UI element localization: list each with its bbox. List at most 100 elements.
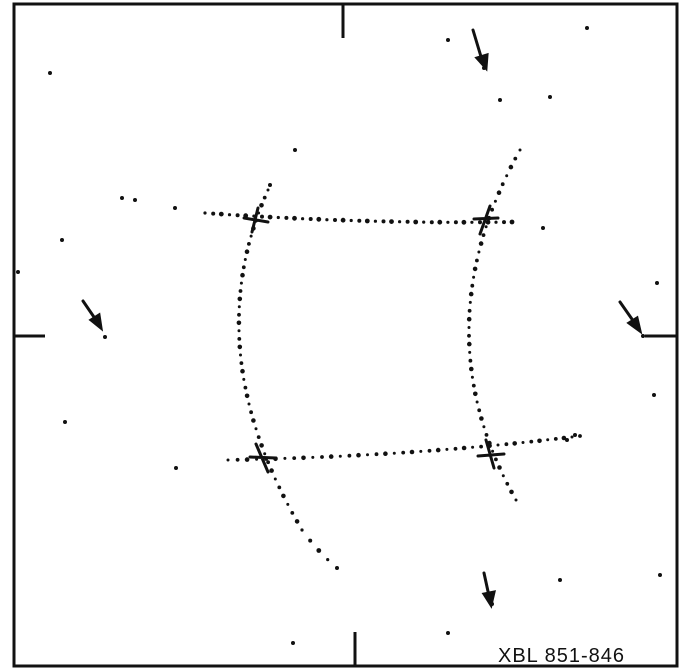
spot bbox=[428, 449, 432, 453]
spot bbox=[446, 38, 450, 42]
spot bbox=[505, 174, 508, 177]
spot bbox=[479, 241, 484, 246]
spot bbox=[243, 213, 248, 218]
spot bbox=[436, 448, 441, 453]
spot bbox=[454, 447, 458, 451]
spot bbox=[482, 233, 486, 237]
spot bbox=[268, 215, 273, 220]
spot bbox=[291, 641, 295, 645]
spot bbox=[277, 486, 281, 490]
spot bbox=[454, 220, 458, 224]
spot bbox=[242, 378, 245, 381]
spot bbox=[300, 528, 303, 531]
spot bbox=[375, 452, 379, 456]
spot bbox=[240, 369, 245, 374]
spot bbox=[281, 494, 286, 499]
spot bbox=[585, 26, 589, 30]
spot bbox=[419, 450, 422, 453]
spot bbox=[469, 292, 474, 297]
spot bbox=[255, 458, 258, 461]
spot bbox=[227, 459, 230, 462]
spot bbox=[470, 221, 473, 224]
spot bbox=[486, 220, 491, 225]
spot bbox=[228, 213, 231, 216]
spot bbox=[244, 386, 248, 390]
spot bbox=[502, 474, 505, 477]
spot bbox=[263, 196, 267, 200]
spot bbox=[578, 434, 582, 438]
spot bbox=[237, 337, 241, 341]
spot bbox=[512, 441, 517, 446]
spot bbox=[565, 438, 569, 442]
spot bbox=[494, 458, 498, 462]
spot bbox=[479, 445, 483, 449]
spot bbox=[554, 437, 558, 441]
spot bbox=[548, 95, 552, 99]
spot bbox=[509, 490, 514, 495]
spot bbox=[476, 401, 479, 404]
spot bbox=[490, 602, 494, 606]
spot bbox=[519, 149, 522, 152]
spot bbox=[573, 433, 577, 437]
spot bbox=[498, 98, 502, 102]
spot bbox=[16, 270, 20, 274]
spot bbox=[219, 212, 224, 217]
spot bbox=[286, 503, 289, 506]
spot bbox=[240, 361, 244, 365]
spot bbox=[468, 351, 471, 354]
spot bbox=[473, 267, 478, 272]
spot bbox=[239, 354, 242, 357]
spot bbox=[366, 453, 369, 456]
spot bbox=[257, 212, 260, 215]
spot bbox=[658, 573, 662, 577]
spot bbox=[266, 460, 270, 464]
spot bbox=[295, 519, 300, 524]
spot bbox=[283, 457, 286, 460]
spot bbox=[501, 182, 505, 186]
spot bbox=[652, 393, 656, 397]
spot bbox=[467, 342, 472, 347]
spot bbox=[248, 403, 251, 406]
spot bbox=[477, 251, 480, 254]
spot bbox=[269, 468, 274, 473]
diffraction-pattern: XBL 851-846 bbox=[0, 0, 681, 670]
spot bbox=[470, 284, 474, 288]
spot bbox=[263, 452, 266, 455]
caption: XBL 851-846 bbox=[498, 645, 625, 667]
spot bbox=[60, 238, 64, 242]
spot bbox=[374, 220, 377, 223]
spot bbox=[446, 221, 449, 224]
spot bbox=[513, 157, 517, 161]
spot bbox=[339, 455, 342, 458]
spot bbox=[497, 444, 500, 447]
spot bbox=[541, 226, 545, 230]
spot bbox=[174, 466, 178, 470]
spot bbox=[264, 457, 268, 461]
spot bbox=[393, 452, 396, 455]
spot bbox=[238, 297, 243, 302]
spot bbox=[247, 242, 251, 246]
spot bbox=[546, 438, 549, 441]
spot bbox=[240, 273, 245, 278]
spot bbox=[267, 189, 270, 192]
spot bbox=[284, 216, 288, 220]
spot bbox=[238, 305, 241, 308]
spot bbox=[356, 453, 361, 458]
spot bbox=[478, 220, 482, 224]
spot bbox=[251, 226, 256, 231]
spot bbox=[406, 220, 410, 224]
spot bbox=[252, 215, 255, 218]
spot bbox=[133, 198, 137, 202]
spot bbox=[320, 455, 324, 459]
spot bbox=[502, 220, 506, 224]
spot bbox=[469, 301, 472, 304]
spot bbox=[308, 539, 312, 543]
spot bbox=[490, 208, 494, 212]
spot bbox=[203, 211, 206, 214]
spot bbox=[63, 420, 67, 424]
spot bbox=[571, 436, 574, 439]
spot bbox=[236, 458, 240, 462]
spot bbox=[301, 217, 304, 220]
spot bbox=[472, 384, 476, 388]
spot bbox=[497, 190, 502, 195]
